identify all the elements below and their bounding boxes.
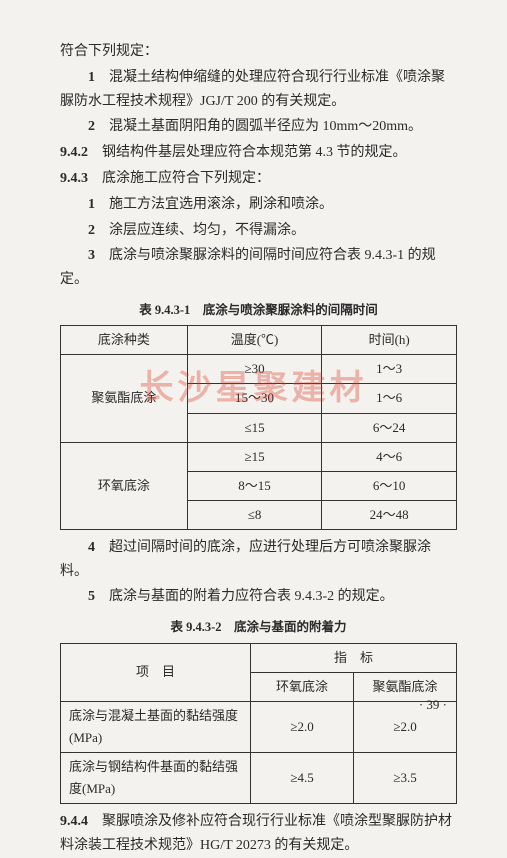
td: ≥30 [187, 355, 322, 384]
clause-num: 9.4.3 [60, 171, 88, 186]
td: ≤8 [187, 500, 322, 529]
th: 指 标 [251, 643, 457, 672]
clause-num: 9.4.2 [60, 145, 88, 160]
page-number: · 39 · [419, 694, 447, 716]
clause-text: 聚脲喷涂及修补应符合现行行业标准《喷涂型聚脲防护材料涂装工程技术规范》HG/T … [60, 814, 452, 853]
table-title: 表 9.4.3-2 底涂与基面的附着力 [60, 617, 457, 638]
th: 时间(h) [322, 326, 457, 355]
th: 底涂种类 [61, 326, 188, 355]
td: 环氧底涂 [61, 442, 188, 529]
td: 4～6 [322, 442, 457, 471]
td: 底涂与混凝土基面的黏结强度(MPa) [61, 701, 251, 752]
table-title: 表 9.4.3-1 底涂与喷涂聚脲涂料的间隔时间 [60, 300, 457, 321]
clause: 9.4.4 聚脲喷涂及修补应符合现行行业标准《喷涂型聚脲防护材料涂装工程技术规范… [60, 810, 457, 858]
clause-num: 9.4.4 [60, 814, 88, 829]
td: ≤15 [187, 413, 322, 442]
item-num: 1 [88, 70, 95, 85]
item-text: 涂层应连续、均匀，不得漏涂。 [109, 223, 305, 238]
th: 环氧底涂 [251, 672, 354, 701]
clause-text: 底涂施工应符合下列规定： [102, 171, 270, 186]
table-2: 项 目 指 标 环氧底涂 聚氨酯底涂 底涂与混凝土基面的黏结强度(MPa) ≥2… [60, 643, 457, 805]
td: 聚氨酯底涂 [61, 355, 188, 442]
item-text: 施工方法宜选用滚涂，刷涂和喷涂。 [109, 197, 333, 212]
list-item: 1 施工方法宜选用滚涂，刷涂和喷涂。 [60, 193, 457, 217]
clause-text: 钢结构件基层处理应符合本规范第 4.3 节的规定。 [102, 145, 407, 160]
item-text: 混凝土基面阴阳角的圆弧半径应为 10mm～20mm。 [109, 119, 422, 134]
td: ≥4.5 [251, 752, 354, 803]
list-item: 4 超过间隔时间的底涂，应进行处理后方可喷涂聚脲涂料。 [60, 536, 457, 584]
clause: 9.4.2 钢结构件基层处理应符合本规范第 4.3 节的规定。 [60, 141, 457, 165]
item-text: 底涂与喷涂聚脲涂料的间隔时间应符合表 9.4.3-1 的规定。 [60, 248, 436, 287]
td: 6～24 [322, 413, 457, 442]
item-num: 4 [88, 540, 95, 555]
item-text: 底涂与基面的附着力应符合表 9.4.3-2 的规定。 [109, 589, 394, 604]
list-item: 2 混凝土基面阴阳角的圆弧半径应为 10mm～20mm。 [60, 115, 457, 139]
td: ≥3.5 [354, 752, 457, 803]
list-item: 5 底涂与基面的附着力应符合表 9.4.3-2 的规定。 [60, 585, 457, 609]
item-num: 1 [88, 197, 95, 212]
td: 15～30 [187, 384, 322, 413]
td: 8～15 [187, 471, 322, 500]
list-item: 2 涂层应连续、均匀，不得漏涂。 [60, 219, 457, 243]
table-1: 底涂种类 温度(℃) 时间(h) 聚氨酯底涂 ≥30 1～3 15～30 1～6… [60, 325, 457, 530]
list-item: 3 底涂与喷涂聚脲涂料的间隔时间应符合表 9.4.3-1 的规定。 [60, 244, 457, 292]
item-num: 2 [88, 223, 95, 238]
td: 底涂与钢结构件基面的黏结强度(MPa) [61, 752, 251, 803]
th: 项 目 [61, 643, 251, 701]
item-num: 5 [88, 589, 95, 604]
item-text: 超过间隔时间的底涂，应进行处理后方可喷涂聚脲涂料。 [60, 540, 431, 579]
list-item: 1 混凝土结构伸缩缝的处理应符合现行行业标准《喷涂聚脲防水工程技术规程》JGJ/… [60, 66, 457, 114]
td: 6～10 [322, 471, 457, 500]
item-text: 混凝土结构伸缩缝的处理应符合现行行业标准《喷涂聚脲防水工程技术规程》JGJ/T … [60, 70, 445, 109]
td: 24～48 [322, 500, 457, 529]
th: 温度(℃) [187, 326, 322, 355]
item-num: 2 [88, 119, 95, 134]
text-line: 符合下列规定： [60, 40, 457, 64]
item-num: 3 [88, 248, 95, 263]
td: 1～3 [322, 355, 457, 384]
clause: 9.4.3 底涂施工应符合下列规定： [60, 167, 457, 191]
td: ≥2.0 [251, 701, 354, 752]
td: ≥15 [187, 442, 322, 471]
td: 1～6 [322, 384, 457, 413]
